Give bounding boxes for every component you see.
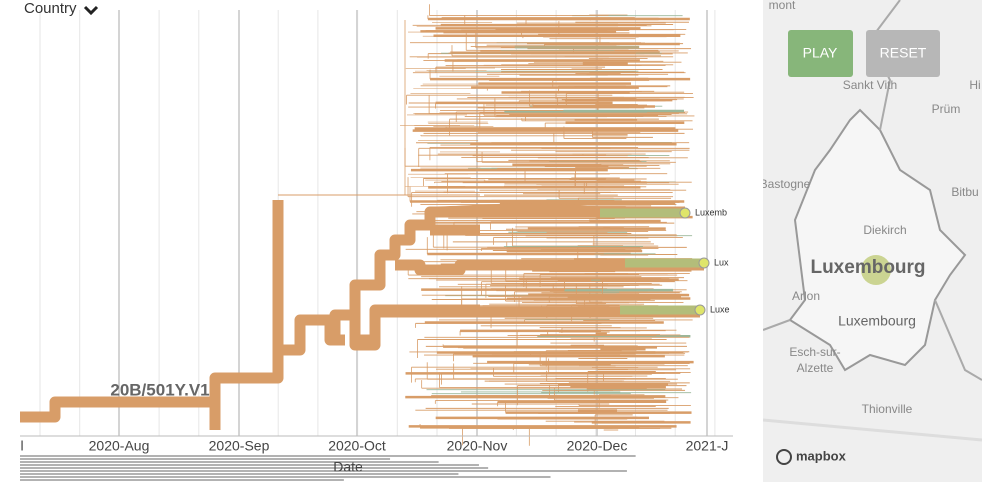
- trunk: [395, 259, 704, 276]
- tip[interactable]: [679, 207, 691, 219]
- tip-label: Luxe: [710, 304, 730, 314]
- mapbox-logo: [776, 449, 792, 465]
- tip[interactable]: [694, 304, 706, 316]
- border: [788, 108, 967, 372]
- axis-label: 2020-Dec: [567, 438, 628, 454]
- tip-label: Lux: [714, 257, 729, 267]
- axis-label: 2020-Oct: [328, 438, 386, 454]
- place: Thionville: [862, 402, 913, 416]
- tips: Luxemb Lux Luxe: [679, 207, 730, 316]
- place: Esch-sur-: [789, 345, 840, 359]
- tip-label: Luxemb: [695, 207, 727, 217]
- place: Luxembourg: [810, 257, 925, 278]
- axis-label: 2020-Aug: [89, 438, 150, 454]
- trunk: [429, 203, 685, 218]
- place: Arlon: [792, 289, 820, 303]
- play-label[interactable]: PLAY: [803, 45, 838, 61]
- play-button[interactable]: [788, 30, 853, 77]
- place: Sankt Vith: [843, 78, 897, 92]
- place: mont: [769, 0, 796, 12]
- axis-label: 2021-J: [686, 438, 729, 454]
- lower-bars: [20, 455, 636, 481]
- place: Bastogne: [760, 177, 811, 191]
- axis-label: 2020-Sep: [209, 438, 270, 454]
- reset-label[interactable]: RESET: [880, 45, 927, 61]
- clade-label: 20B/501Y.V1: [110, 380, 209, 399]
- map: mont Sankt Vith Prüm Hi Bastogne Bitbu D…: [760, 0, 982, 482]
- attribution[interactable]: mapbox: [796, 448, 847, 463]
- border: [934, 299, 982, 381]
- axis-label: 2020-Nov: [447, 438, 508, 454]
- axis-title: Date: [333, 459, 363, 475]
- place: Bitbu: [951, 185, 978, 199]
- place: Prüm: [932, 102, 961, 116]
- place: Luxembourg: [838, 313, 916, 329]
- border: [763, 319, 791, 331]
- tree: [20, 4, 704, 446]
- reset-button[interactable]: [866, 30, 940, 77]
- road: [763, 418, 982, 442]
- location-bubble[interactable]: [861, 255, 891, 285]
- place: Diekirch: [863, 223, 906, 237]
- axis-label: l: [20, 438, 23, 454]
- selector[interactable]: Country: [24, 0, 77, 17]
- tip[interactable]: [698, 257, 710, 269]
- place: Alzette: [797, 361, 834, 375]
- place: Hi: [969, 78, 980, 92]
- chevron[interactable]: [83, 5, 99, 16]
